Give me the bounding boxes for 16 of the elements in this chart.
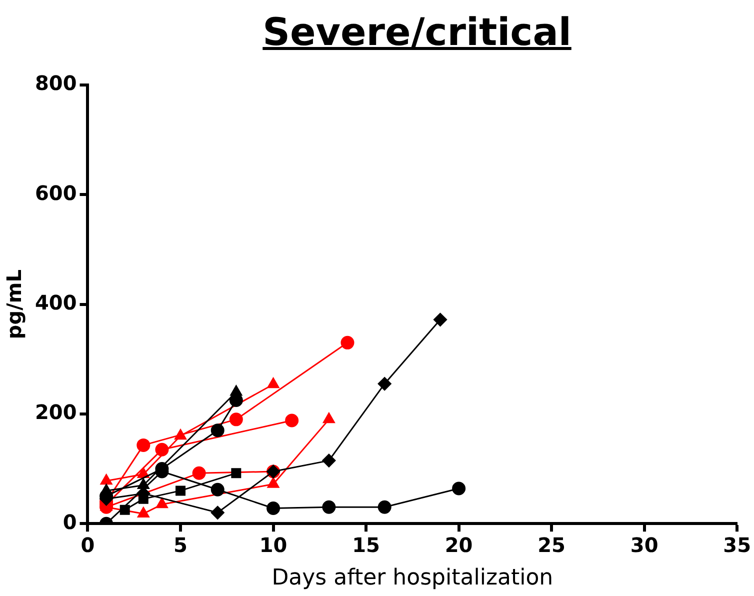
x-tick-label: 35	[723, 532, 752, 557]
y-tick-label: 0	[62, 510, 77, 534]
y-axis-title: pg/mL	[2, 269, 26, 340]
y-tick-label: 800	[35, 71, 77, 96]
y-tick-label: 400	[35, 290, 77, 315]
chart-title: Severe/critical	[262, 10, 572, 54]
x-tick-label: 10	[259, 532, 288, 557]
y-tick-label: 200	[35, 400, 77, 424]
x-tick-label: 25	[538, 532, 566, 557]
x-axis-title: Days after hospitalization	[272, 566, 554, 591]
x-tick-label: 30	[630, 532, 658, 557]
x-tick-label: 5	[174, 532, 188, 557]
y-tick-label: 600	[35, 180, 77, 205]
x-tick-label: 15	[352, 532, 380, 557]
x-tick-label: 20	[444, 532, 473, 557]
x-tick-label: 0	[80, 532, 95, 557]
